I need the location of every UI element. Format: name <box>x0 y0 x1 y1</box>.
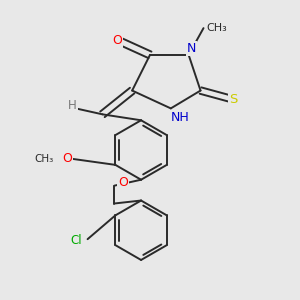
Text: S: S <box>229 93 237 106</box>
Text: NH: NH <box>170 111 189 124</box>
Text: N: N <box>187 42 196 56</box>
Text: H: H <box>68 99 77 112</box>
Text: CH₃: CH₃ <box>35 154 54 164</box>
Text: Cl: Cl <box>70 234 82 247</box>
Text: O: O <box>62 152 72 165</box>
Text: O: O <box>118 176 128 189</box>
Text: CH₃: CH₃ <box>206 23 227 33</box>
Text: O: O <box>112 34 122 46</box>
